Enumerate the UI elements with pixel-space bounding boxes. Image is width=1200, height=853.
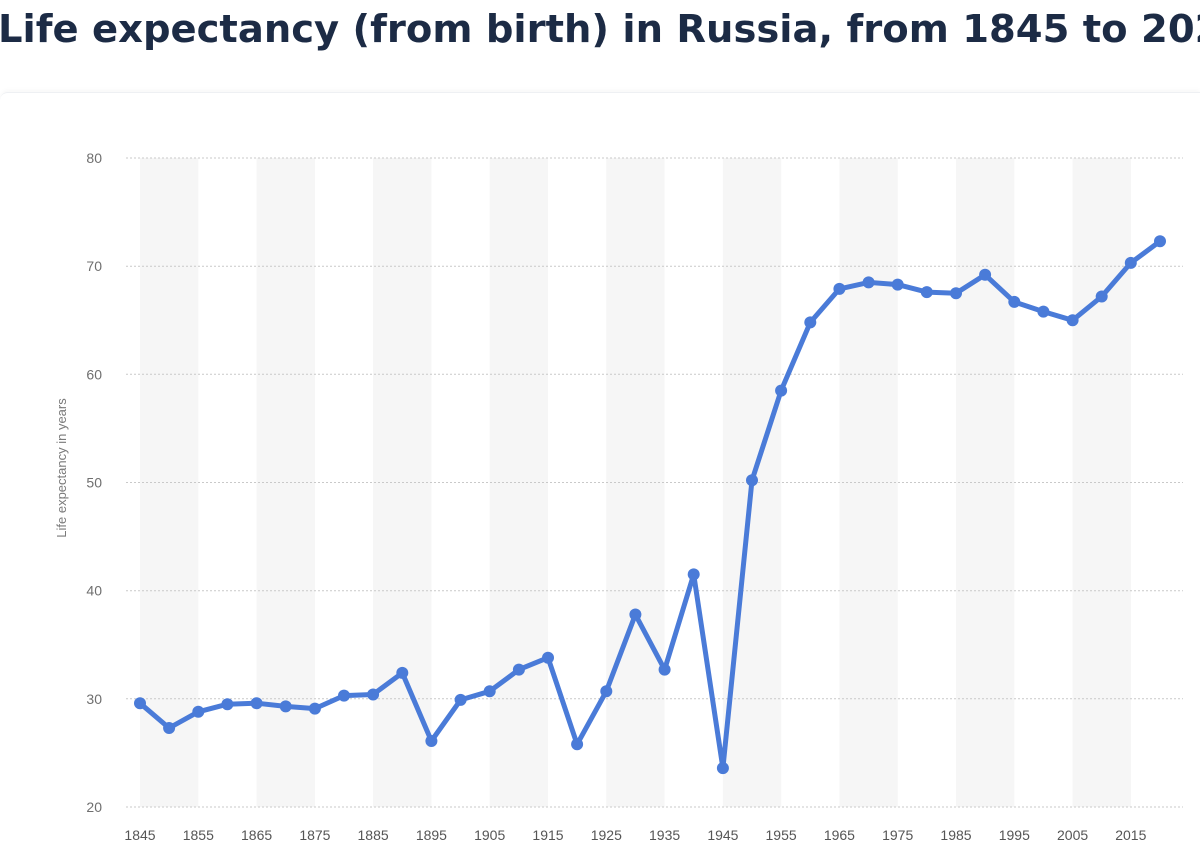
- y-tick-label: 80: [86, 150, 102, 166]
- background-band: [839, 158, 898, 807]
- data-point: [512, 663, 525, 676]
- x-tick-label: 1995: [999, 827, 1030, 843]
- data-point: [134, 697, 146, 710]
- data-point: [542, 651, 554, 664]
- grid-lines: [126, 157, 1183, 808]
- data-point: [454, 693, 467, 706]
- data-point: [891, 278, 904, 291]
- x-tick-label: 1905: [474, 827, 505, 843]
- x-tick-label: 1895: [416, 827, 447, 843]
- background-band: [956, 158, 1015, 807]
- data-point: [1037, 305, 1050, 318]
- data-point: [716, 762, 729, 775]
- x-tick-label: 1885: [358, 827, 389, 843]
- data-point: [1154, 235, 1166, 248]
- data-point: [163, 722, 176, 734]
- x-tick-label: 2015: [1115, 827, 1146, 843]
- data-point: [1095, 290, 1108, 303]
- data-point: [629, 608, 642, 621]
- data-point: [192, 705, 205, 718]
- data-point: [687, 568, 700, 581]
- x-tick-label: 1855: [183, 827, 214, 843]
- x-tick-label: 1935: [649, 827, 680, 843]
- series-group: [134, 235, 1166, 775]
- data-point: [1124, 256, 1137, 269]
- y-tick-label: 70: [86, 258, 102, 274]
- x-tick-label: 1985: [940, 827, 971, 843]
- x-tick-label: 1945: [707, 827, 738, 843]
- x-tick-label: 2005: [1057, 827, 1088, 843]
- background-band: [140, 158, 199, 807]
- x-tick-label: 1865: [241, 827, 272, 843]
- data-point: [862, 276, 875, 289]
- x-tick-label: 1875: [299, 827, 330, 843]
- data-point: [804, 316, 817, 329]
- x-axis-ticks: 1845 1855 1865 1875 1885 1895 1905 1915 1925 1935…: [124, 827, 1146, 843]
- data-point: [920, 286, 933, 299]
- y-axis-label: Life expectancy in years: [54, 398, 69, 538]
- chart-title: Life expectancy (from birth) in Russia, …: [0, 7, 1200, 52]
- data-point: [250, 697, 263, 710]
- data-point: [658, 663, 671, 676]
- data-point: [775, 384, 788, 397]
- y-axis-ticks: 20 30 40 50 60 70 80: [86, 150, 102, 815]
- data-point: [950, 287, 962, 300]
- data-point: [338, 689, 350, 702]
- data-point: [308, 702, 321, 715]
- y-tick-label: 30: [86, 691, 102, 707]
- y-tick-label: 50: [86, 475, 102, 491]
- y-tick-label: 40: [86, 583, 102, 599]
- y-tick-label: 20: [86, 799, 102, 815]
- data-point: [746, 474, 758, 487]
- x-tick-label: 1925: [591, 827, 622, 843]
- data-point: [571, 738, 584, 751]
- data-point: [600, 685, 613, 698]
- data-point: [833, 282, 846, 295]
- data-point: [483, 685, 496, 698]
- data-point: [979, 268, 992, 281]
- x-tick-label: 1965: [824, 827, 855, 843]
- x-tick-label: 1915: [532, 827, 563, 843]
- data-point: [1008, 295, 1021, 308]
- x-tick-label: 1845: [124, 827, 155, 843]
- x-tick-label: 1955: [766, 827, 797, 843]
- data-point: [221, 698, 234, 711]
- data-point: [367, 688, 380, 701]
- data-point: [1066, 314, 1079, 327]
- data-point: [425, 735, 438, 747]
- y-tick-label: 60: [86, 366, 102, 382]
- data-point: [396, 666, 409, 679]
- chart-card: 20 30 40 50 60 70 80 1845 1855 1865 1875 1885 1895 1…: [0, 92, 1200, 853]
- x-tick-label: 1975: [882, 827, 913, 843]
- data-point: [279, 700, 292, 713]
